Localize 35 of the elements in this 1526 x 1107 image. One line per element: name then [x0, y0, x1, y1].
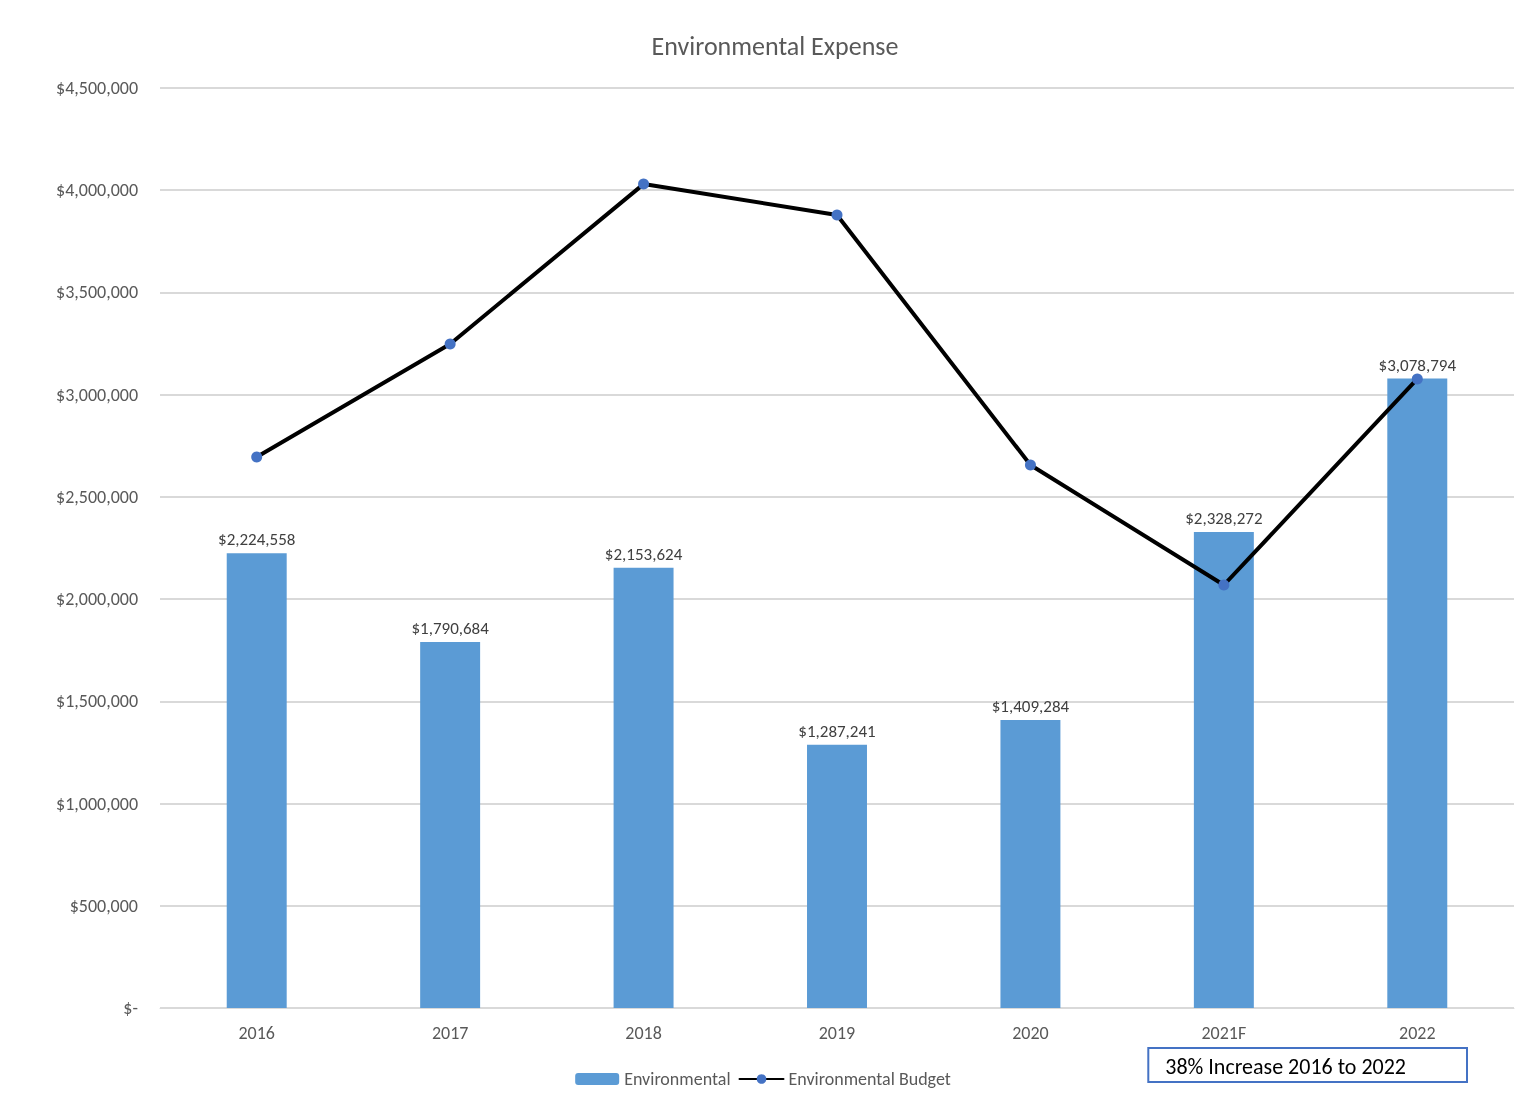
y-tick-label: $2,000,000: [56, 588, 138, 611]
x-tick-label: 2022: [1399, 1022, 1436, 1044]
y-tick-label: $1,000,000: [56, 792, 138, 815]
legend-label: Environmental: [624, 1068, 731, 1090]
data-label: $1,409,284: [991, 695, 1070, 717]
data-label: $2,153,624: [604, 543, 683, 565]
x-tick-label: 2017: [431, 1022, 469, 1044]
y-tick-label: $4,000,000: [56, 179, 138, 202]
text: 38% Increase 2016 to 2022: [1165, 1052, 1406, 1080]
data-label: $1,790,684: [411, 617, 490, 639]
bar: [1193, 532, 1254, 1008]
x-tick-label: 2016: [238, 1022, 275, 1044]
legend-label: Environmental Budget: [788, 1068, 951, 1090]
x-tick-label: 2019: [818, 1022, 856, 1044]
bar: [420, 641, 481, 1008]
data-label: $1,287,241: [798, 720, 876, 742]
data-label: $3,078,794: [1378, 354, 1457, 376]
y-tick-label: $1,500,000: [56, 690, 138, 713]
y-tick-label: $-: [123, 997, 138, 1019]
bar: [1387, 378, 1448, 1008]
x-tick-label: 2018: [625, 1022, 662, 1044]
y-tick-label: $3,500,000: [56, 281, 138, 304]
bar: [226, 553, 287, 1008]
x-tick-label: 2021F: [1201, 1022, 1247, 1044]
y-tick-label: $2,500,000: [56, 485, 138, 508]
data-label: $2,328,272: [1185, 508, 1263, 529]
y-tick-label: $3,000,000: [56, 383, 138, 406]
chart-title: Environmental Expense: [651, 30, 899, 62]
x-tick-label: 2020: [1012, 1022, 1049, 1044]
y-tick-label: $4,500,000: [56, 77, 138, 99]
bar: [807, 744, 867, 1008]
bar: [1000, 719, 1061, 1008]
y-tick-label: $500,000: [69, 894, 138, 917]
bar: [613, 567, 674, 1008]
data-label: $2,224,558: [218, 529, 296, 551]
